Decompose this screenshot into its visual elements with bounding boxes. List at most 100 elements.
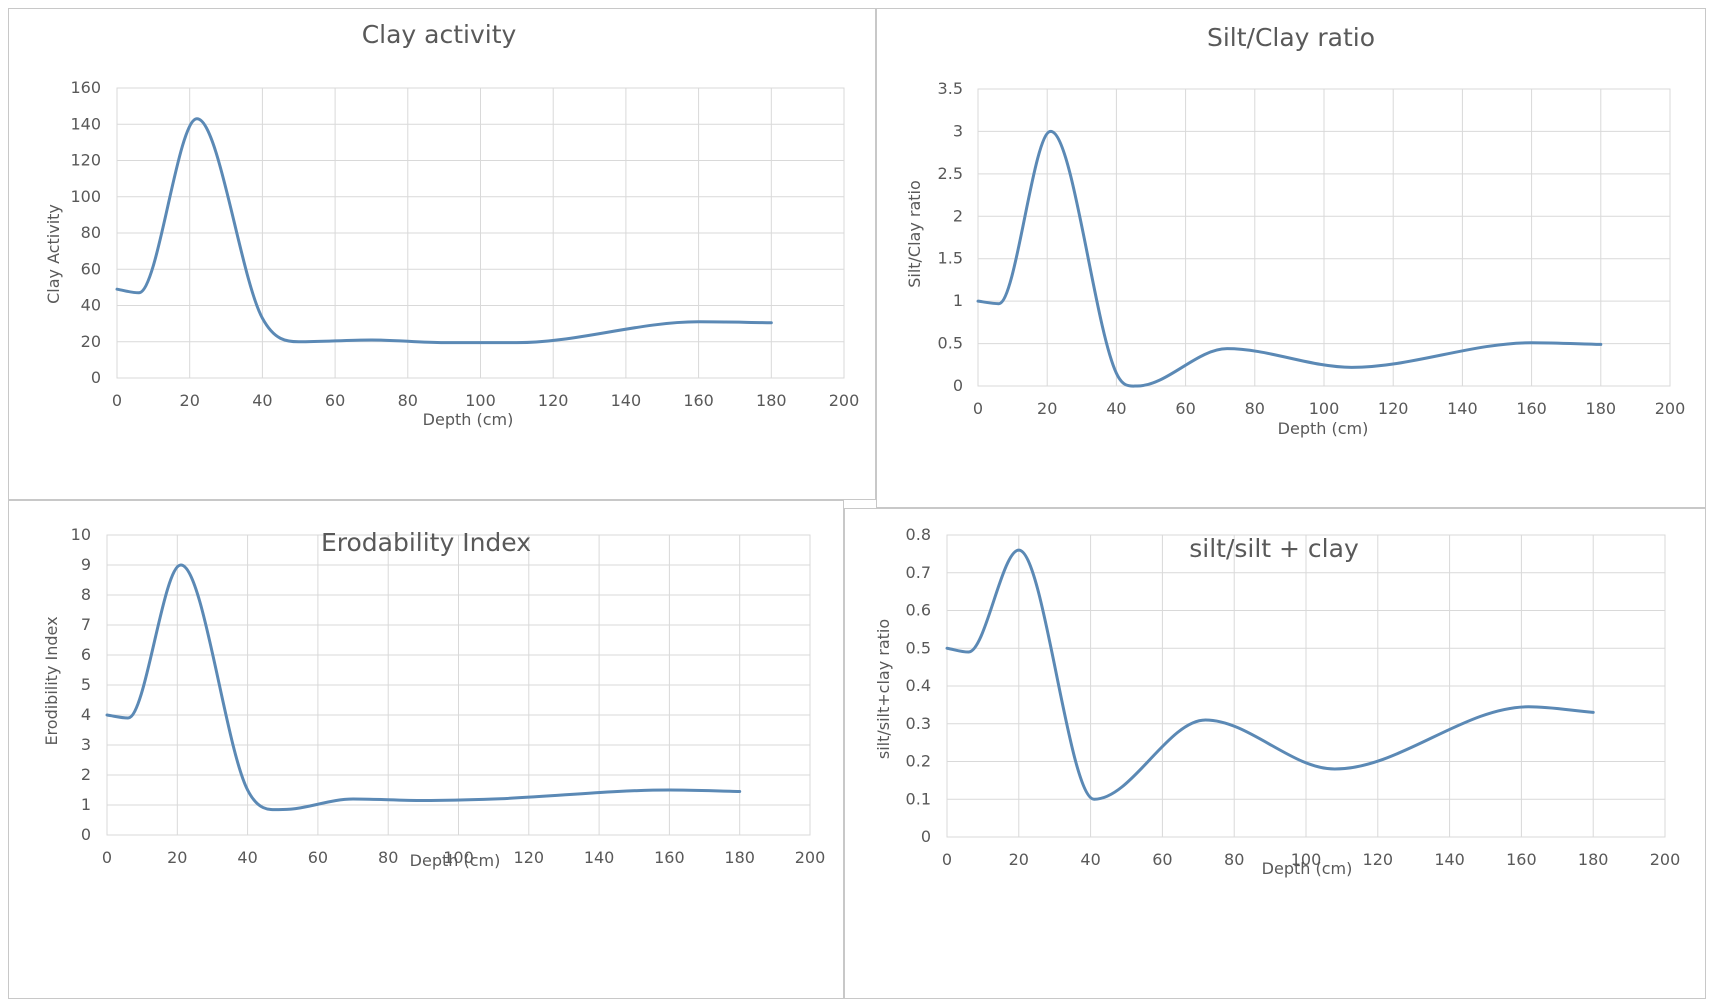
x-tick-label: 180 bbox=[724, 848, 755, 867]
y-tick-label: 1 bbox=[81, 795, 91, 814]
y-tick-label: 1 bbox=[953, 291, 963, 310]
y-tick-label: 4 bbox=[81, 705, 91, 724]
x-tick-label: 80 bbox=[1224, 850, 1244, 869]
y-tick-label: 8 bbox=[81, 585, 91, 604]
y-tick-label: 3 bbox=[953, 121, 963, 140]
y-tick-label: 40 bbox=[81, 296, 101, 315]
chart-title: Clay activity bbox=[362, 20, 517, 49]
x-tick-label: 0 bbox=[102, 848, 112, 867]
x-tick-label: 60 bbox=[1175, 399, 1195, 418]
x-tick-label: 40 bbox=[1080, 850, 1100, 869]
chart-panel-silt-silt-clay: 0 20 40 60 80 100 120 140 160 180 200 0 0.1 0.2 0.3 0.4… bbox=[844, 508, 1706, 999]
chart-title: Erodability Index bbox=[321, 528, 531, 557]
series-line bbox=[115, 117, 773, 345]
x-tick-label: 0 bbox=[112, 391, 122, 410]
chart-svg-silt-clay-ratio: 0 20 40 60 80 100 120 140 160 180 200 0 0.5 1 1.5 2 2.5 3… bbox=[905, 23, 1685, 438]
y-tick-label: 0.4 bbox=[906, 676, 931, 695]
x-tick-label: 160 bbox=[654, 848, 685, 867]
y-tick-label: 0.5 bbox=[906, 638, 931, 657]
x-tick-label: 160 bbox=[683, 391, 714, 410]
x-tick-label: 80 bbox=[378, 848, 398, 867]
y-tick-label: 0.2 bbox=[906, 752, 931, 771]
chart-panel-silt-clay-ratio: 0 20 40 60 80 100 120 140 160 180 200 0 0.5 1 1.5 2 2.5 3… bbox=[876, 8, 1706, 508]
x-tick-label: 60 bbox=[1152, 850, 1172, 869]
y-axis-label: Clay Activity bbox=[44, 204, 63, 304]
y-tick-label: 0.8 bbox=[906, 525, 931, 544]
x-tick-label: 80 bbox=[398, 391, 418, 410]
x-tick-label: 160 bbox=[1516, 399, 1547, 418]
x-tick-label: 20 bbox=[180, 391, 200, 410]
y-axis-label: Erodibility Index bbox=[42, 616, 61, 745]
series-line bbox=[976, 129, 1603, 388]
y-tick-label: 10 bbox=[71, 525, 91, 544]
x-tick-label: 200 bbox=[795, 848, 826, 867]
y-tick-label: 7 bbox=[81, 615, 91, 634]
y-tick-label: 1.5 bbox=[938, 249, 963, 268]
x-tick-label: 160 bbox=[1506, 850, 1537, 869]
x-tick-label: 20 bbox=[1037, 399, 1057, 418]
y-tick-label: 0 bbox=[81, 825, 91, 844]
x-tick-label: 100 bbox=[465, 391, 496, 410]
y-tick-label: 2 bbox=[81, 765, 91, 784]
x-tick-label: 0 bbox=[973, 399, 983, 418]
y-tick-label: 0.1 bbox=[906, 789, 931, 808]
chart-panel-erodability-index: 0 20 40 60 80 100 120 140 160 180 200 0 1 2 3 4 5 6 7 8 9 10 E… bbox=[8, 500, 844, 999]
y-tick-label: 0.3 bbox=[906, 714, 931, 733]
chart-title: silt/silt + clay bbox=[1189, 534, 1359, 563]
x-tick-label: 140 bbox=[1434, 850, 1465, 869]
y-tick-label: 20 bbox=[81, 332, 101, 351]
y-tick-label: 5 bbox=[81, 675, 91, 694]
x-tick-label: 120 bbox=[1378, 399, 1409, 418]
y-tick-label: 6 bbox=[81, 645, 91, 664]
y-tick-label: 120 bbox=[70, 151, 101, 170]
chart-svg-erodability-index: 0 20 40 60 80 100 120 140 160 180 200 0 1 2 3 4 5 6 7 8 9 10 E… bbox=[42, 525, 826, 870]
x-tick-label: 120 bbox=[538, 391, 569, 410]
x-tick-label: 180 bbox=[756, 391, 787, 410]
y-tick-label: 100 bbox=[70, 187, 101, 206]
x-tick-label: 20 bbox=[1009, 850, 1029, 869]
y-tick-label: 9 bbox=[81, 555, 91, 574]
x-tick-label: 100 bbox=[1309, 399, 1340, 418]
x-axis-label: Depth (cm) bbox=[423, 410, 514, 429]
x-tick-label: 80 bbox=[1245, 399, 1265, 418]
chart-svg-silt-silt-clay: 0 20 40 60 80 100 120 140 160 180 200 0 0.1 0.2 0.3 0.4… bbox=[874, 525, 1681, 878]
y-tick-label: 0 bbox=[921, 827, 931, 846]
y-tick-label: 3 bbox=[81, 735, 91, 754]
x-axis-label: Depth (cm) bbox=[1262, 859, 1353, 878]
x-tick-label: 60 bbox=[308, 848, 328, 867]
y-tick-label: 0.5 bbox=[938, 334, 963, 353]
y-tick-label: 140 bbox=[70, 114, 101, 133]
y-tick-label: 3.5 bbox=[938, 79, 963, 98]
x-tick-label: 40 bbox=[237, 848, 257, 867]
y-tick-label: 80 bbox=[81, 223, 101, 242]
x-tick-label: 140 bbox=[611, 391, 642, 410]
series-line bbox=[945, 548, 1595, 801]
x-tick-label: 100 bbox=[1291, 850, 1322, 869]
chart-panel-clay-activity: 0 20 40 60 80 100 120 140 160 180 200 0 20 40 60 80 100 1… bbox=[8, 8, 876, 500]
x-tick-label: 120 bbox=[1363, 850, 1394, 869]
x-tick-label: 100 bbox=[443, 848, 474, 867]
y-tick-label: 2 bbox=[953, 206, 963, 225]
x-tick-label: 200 bbox=[1650, 850, 1681, 869]
x-axis-label: Depth (cm) bbox=[410, 851, 501, 870]
chart-svg-clay-activity: 0 20 40 60 80 100 120 140 160 180 200 0 20 40 60 80 100 1… bbox=[44, 20, 860, 429]
x-tick-label: 180 bbox=[1578, 850, 1609, 869]
y-axis-label: silt/silt+clay ratio bbox=[874, 619, 893, 759]
y-tick-label: 0 bbox=[91, 368, 101, 387]
x-tick-label: 40 bbox=[1106, 399, 1126, 418]
y-tick-label: 2.5 bbox=[938, 164, 963, 183]
x-tick-label: 0 bbox=[942, 850, 952, 869]
x-tick-label: 120 bbox=[514, 848, 545, 867]
series-line bbox=[105, 563, 742, 812]
plot-area-frame bbox=[946, 534, 1666, 838]
x-axis-label: Depth (cm) bbox=[1278, 419, 1369, 438]
plot-area-frame bbox=[977, 88, 1671, 387]
y-tick-label: 160 bbox=[70, 78, 101, 97]
x-tick-label: 40 bbox=[252, 391, 272, 410]
x-tick-label: 20 bbox=[167, 848, 187, 867]
x-tick-label: 140 bbox=[584, 848, 615, 867]
x-tick-label: 60 bbox=[325, 391, 345, 410]
x-tick-label: 200 bbox=[829, 391, 860, 410]
y-tick-label: 0.7 bbox=[906, 563, 931, 582]
plot-area-frame bbox=[116, 87, 845, 379]
